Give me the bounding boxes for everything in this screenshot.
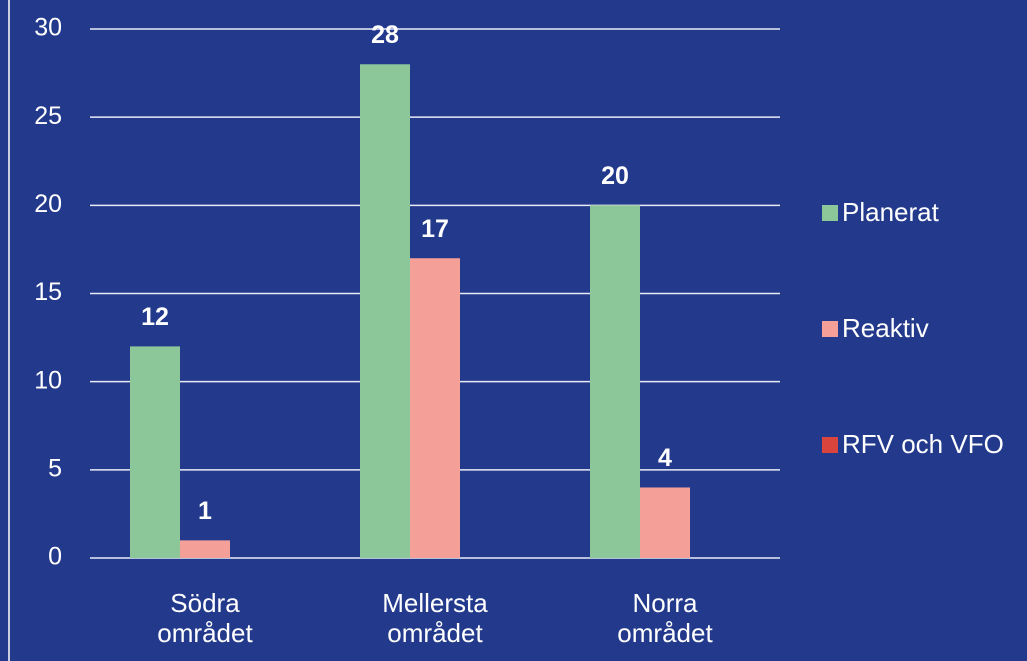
bar [180, 540, 230, 558]
data-label: 28 [371, 21, 399, 49]
y-tick-label: 25 [34, 102, 62, 130]
x-tick-label: Norra området [617, 588, 713, 648]
y-tick-label: 30 [34, 14, 62, 42]
bar [640, 487, 690, 558]
legend-label: Reaktiv [842, 313, 929, 343]
y-tick-label: 5 [48, 454, 62, 482]
legend-swatch [822, 205, 838, 221]
y-tick-label: 15 [34, 278, 62, 306]
y-tick-label: 10 [34, 366, 62, 394]
bar [360, 64, 410, 559]
bar [130, 346, 180, 558]
data-label: 20 [601, 162, 629, 190]
bar [410, 258, 460, 558]
x-tick-label: Mellersta området [382, 588, 488, 648]
legend-label: RFV och VFO [842, 429, 1004, 459]
x-tick-label: Södra området [157, 588, 253, 648]
y-tick-label: 0 [48, 543, 62, 571]
data-label: 4 [658, 444, 672, 472]
legend-label: Planerat [842, 197, 939, 227]
bar [590, 205, 640, 559]
legend-swatch [822, 437, 838, 453]
data-label: 1 [198, 497, 212, 525]
data-label: 12 [141, 303, 169, 331]
legend-swatch [822, 321, 838, 337]
y-tick-label: 20 [34, 190, 62, 218]
data-label: 17 [421, 215, 449, 243]
